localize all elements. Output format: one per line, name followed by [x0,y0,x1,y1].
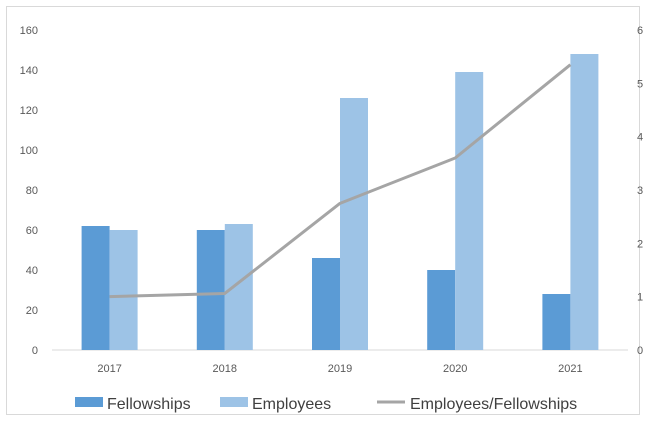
y-left-tick-label: 160 [20,25,38,37]
bar-employees-2021 [570,54,599,350]
y-left-tick-label: 0 [32,345,38,357]
bar-fellowships-2020 [427,270,456,350]
bar-employees-2020 [455,72,484,350]
y-right-tick-label: 5 [637,78,643,90]
bar-employees-2019 [340,98,368,350]
ratio-line-group [109,63,572,299]
y-right-tick-label: 0 [637,345,643,357]
y-right-tick-label: 4 [637,132,643,144]
line-employees-fellowships [109,63,572,299]
bar-fellowships-2021 [542,294,571,350]
legend-swatch-fellowships [75,397,103,407]
bar-employees-2018 [224,224,253,350]
legend-label-fellowships: Fellowships [107,396,191,413]
y-right-tick-label: 1 [637,292,643,304]
x-tick-label: 2018 [213,363,237,375]
y-left-tick-label: 60 [26,225,38,237]
x-tick-label: 2021 [558,363,582,375]
y-left-tick-label: 40 [26,265,38,277]
y-right-tick-label: 6 [637,25,643,37]
left-axis-ticks: 0 20 40 60 80 100 120 140 160 [20,25,38,357]
legend-swatch-employees [220,397,248,407]
right-axis-ticks: 0 1 2 3 4 5 6 [637,25,643,357]
x-tick-label: 2020 [443,363,467,375]
x-axis-ticks: 2017 2018 2019 2020 2021 [97,363,582,375]
y-left-tick-label: 140 [20,65,38,77]
bar-employees-2017 [109,230,138,350]
bar-fellowships-2018 [196,230,225,350]
bar-fellowships-2017 [81,226,110,350]
x-tick-label: 2017 [97,363,121,375]
x-tick-label: 2019 [328,363,352,375]
y-left-tick-label: 120 [20,105,38,117]
y-left-tick-label: 80 [26,185,38,197]
legend: Fellowships Employees Employees/Fellowsh… [75,396,577,413]
y-left-tick-label: 20 [26,305,38,317]
legend-label-ratio: Employees/Fellowships [410,396,577,413]
bar-fellowships-2019 [312,258,340,350]
y-right-tick-label: 3 [637,185,643,197]
bar-group [81,54,599,350]
legend-label-employees: Employees [252,396,331,413]
y-right-tick-label: 2 [637,238,643,250]
y-left-tick-label: 100 [20,145,38,157]
